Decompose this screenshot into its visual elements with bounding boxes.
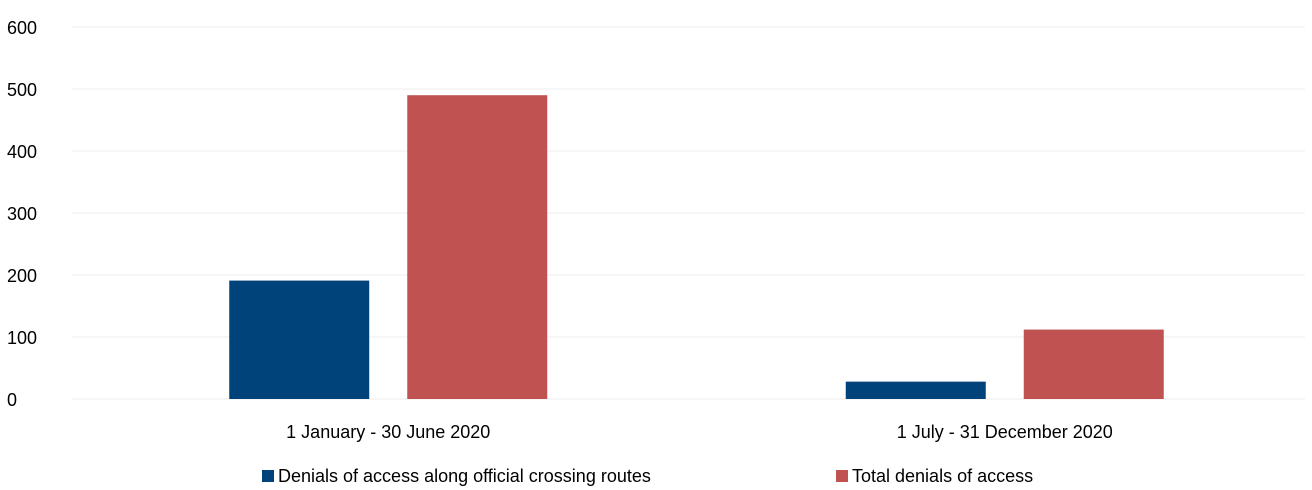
bar-official-crossing-denials	[229, 280, 370, 399]
bar-total-denials	[407, 95, 548, 399]
legend-label: Denials of access along official crossin…	[278, 466, 651, 486]
legend-swatch	[262, 470, 274, 482]
y-tick-label: 100	[7, 328, 37, 348]
y-tick-label: 600	[7, 18, 37, 38]
y-tick-label: 300	[7, 204, 37, 224]
y-axis: 0 100 200 300 400 500 600	[7, 18, 37, 410]
x-category-label: 1 July - 31 December 2020	[897, 422, 1113, 442]
y-tick-label: 400	[7, 142, 37, 162]
y-tick-label: 500	[7, 80, 37, 100]
bar-total-denials	[1023, 329, 1164, 399]
legend: Denials of access along official crossin…	[262, 466, 1033, 486]
x-axis: 1 January - 30 June 2020 1 July - 31 Dece…	[286, 422, 1113, 442]
x-category-label: 1 January - 30 June 2020	[286, 422, 490, 442]
legend-swatch	[836, 470, 848, 482]
y-tick-label: 0	[7, 390, 17, 410]
bars	[229, 95, 1164, 399]
y-tick-label: 200	[7, 266, 37, 286]
legend-label: Total denials of access	[852, 466, 1033, 486]
bar-official-crossing-denials	[845, 381, 986, 399]
